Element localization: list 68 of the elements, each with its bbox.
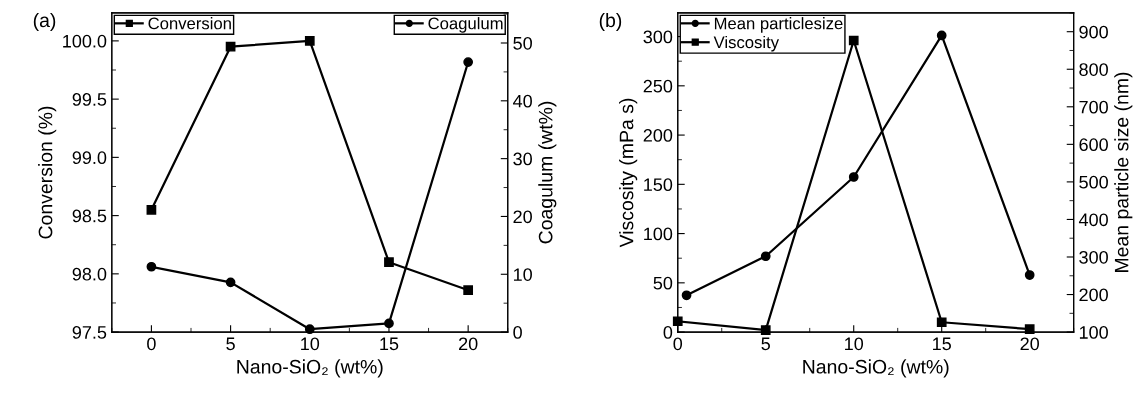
y-tick-label: 100 [644,227,673,241]
point [681,290,692,301]
legend-label: Mean particlesize [714,17,843,33]
x-tick-label: 10 [301,337,320,351]
y2-tick-label: 0 [513,326,522,339]
y2-tick-label: 800 [1079,63,1108,76]
x-tick-label: 15 [380,337,399,351]
y2-tick-label: 700 [1079,100,1108,114]
y2-tick-label: 600 [1079,138,1108,152]
x-tick-label: 5 [761,337,770,351]
y2-tick-label: 100 [1079,326,1108,339]
chart-title: (b) [599,12,622,32]
y2-tick-label: 500 [1079,175,1108,189]
x-axis-title: Nano-SiO₂ (wt%) [237,359,383,378]
y-tick-label: 150 [644,178,673,192]
x-axis-title: Nano-SiO₂ (wt%) [803,359,949,378]
point [672,316,683,327]
y2-tick-label: 200 [1079,288,1108,302]
y-axis-title: Viscosity (mPa s) [619,98,638,248]
y2-tick-label: 10 [513,268,532,281]
point [463,57,474,67]
point [146,261,157,272]
y2-tick-label: 30 [513,152,532,166]
y-tick-label: 250 [643,79,673,93]
point [848,172,859,182]
x-tick-label: 10 [845,337,864,351]
point [225,41,236,52]
y2-tick-label: 300 [1079,250,1108,264]
legend-label: Coagulum [428,17,503,33]
x-tick-label: 20 [1020,337,1040,351]
point [384,318,394,329]
point [936,317,947,328]
y-tick-label: 200 [643,129,673,142]
point [1024,324,1035,334]
x-tick-label: 0 [673,337,683,351]
point [225,277,236,288]
point [146,204,157,215]
y-tick-label: 98.5 [72,209,107,223]
point [936,30,947,41]
y2-tick-label: 40 [513,94,532,108]
y-tick-label: 300 [643,30,673,44]
point [304,36,315,46]
y-tick-label: 99.0 [72,151,107,165]
x-tick-label: 20 [459,337,478,351]
y2-tick-label: 50 [513,36,532,50]
point [848,35,859,46]
point [760,251,771,262]
legend-label: Viscosity [713,35,780,52]
x-tick-label: 15 [933,337,951,351]
y-tick-label: 98.0 [72,267,107,281]
y2-axis-title: Coagulum (wt%) [538,101,557,244]
y2-tick-label: 900 [1079,25,1108,39]
y-tick-label: 97.5 [72,326,107,339]
legend-label: Conversion [148,17,231,30]
y2-tick-label: 20 [513,210,532,224]
point [384,257,394,268]
point [1024,270,1035,280]
x-tick-label: 5 [226,337,235,351]
y-tick-label: 50 [653,276,673,290]
y2-tick-label: 400 [1078,213,1108,227]
y-tick-label: 100.0 [63,34,107,48]
y-axis-title: Conversion (%) [38,106,57,239]
y-tick-label: 0 [663,326,673,339]
point [463,285,474,296]
chart-title: (a) [33,12,56,32]
y-tick-label: 99.5 [72,93,107,106]
x-tick-label: 0 [147,337,156,351]
y2-axis-title: Mean particle size (nm) [1114,72,1133,272]
